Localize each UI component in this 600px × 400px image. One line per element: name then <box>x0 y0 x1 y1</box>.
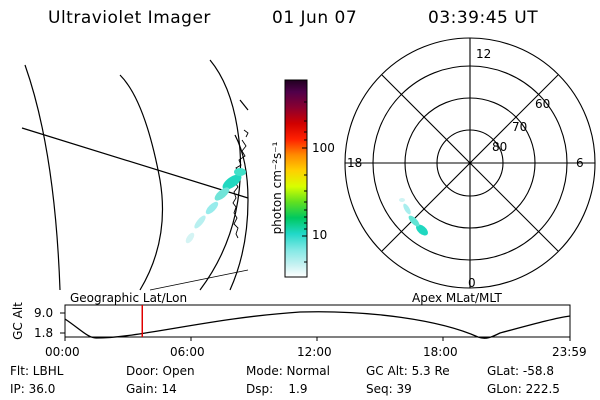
info-filter: Flt: LBHL <box>10 364 64 378</box>
lat-label-60: 60 <box>535 97 551 111</box>
observation-time: 03:39:45 UT <box>428 8 539 28</box>
geo-arc-2 <box>119 74 164 291</box>
observation-date: 01 Jun 07 <box>272 8 358 28</box>
lat-label-80: 80 <box>492 140 508 154</box>
lat-label-70: 70 <box>512 120 528 134</box>
timeline-x-tick-1200: 12:00 <box>297 345 332 359</box>
info-glon: GLon: 222.5 <box>487 382 560 396</box>
info-glat: GLat: -58.8 <box>487 364 554 378</box>
altitude-curve <box>64 311 571 339</box>
aurora-polar <box>399 198 428 236</box>
timeline-y-ticks <box>60 312 65 334</box>
timeline-x-tick-1800: 18:00 <box>423 345 458 359</box>
geo-arc-1 <box>24 64 61 291</box>
timeline-y-tick-low: 1.8 <box>34 326 54 340</box>
clock-label-12: 12 <box>476 47 492 61</box>
geo-edge-line <box>149 269 249 291</box>
info-gc-alt: GC Alt: 5.3 Re <box>366 364 450 378</box>
timeline-x-ticks <box>64 337 571 341</box>
colorbar-tick-100: 100 <box>312 141 335 155</box>
coastline <box>232 129 249 239</box>
colorbar <box>284 79 308 278</box>
clock-label-6: 6 <box>576 156 584 170</box>
geo-arc-4 <box>239 99 249 111</box>
colorbar-ticks <box>302 101 307 263</box>
info-ip: IP: 36.0 <box>10 382 56 396</box>
geo-arc-3 <box>199 59 242 291</box>
timeline-x-tick-0600: 06:00 <box>170 345 205 359</box>
info-door: Door: Open <box>126 364 195 378</box>
timeline-right-caption: Apex MLat/MLT <box>412 291 502 305</box>
clock-label-18: 18 <box>347 156 363 170</box>
imager-title: Ultraviolet Imager <box>48 8 211 28</box>
timeline-x-tick-2359: 23:59 <box>552 345 587 359</box>
colorbar-tick-10: 10 <box>312 228 328 242</box>
info-dsp: Dsp: 1.9 <box>246 382 308 396</box>
geo-arc-5 <box>229 134 249 291</box>
clock-label-0: 0 <box>468 276 476 290</box>
info-seq: Seq: 39 <box>366 382 412 396</box>
geographic-map <box>21 59 249 291</box>
timeline-y-tick-high: 9.0 <box>34 306 54 320</box>
aurora-geographic <box>185 168 246 244</box>
info-gain: Gain: 14 <box>126 382 177 396</box>
info-mode: Mode: Normal <box>246 364 330 378</box>
timeline-frame <box>64 304 571 338</box>
timeline-x-tick-0000: 00:00 <box>45 345 80 359</box>
geo-meridian-line <box>21 127 249 199</box>
colorbar-unit-label: photon cm⁻²s⁻¹ <box>270 141 284 235</box>
timeline-y-label: GC Alt <box>11 302 25 340</box>
timeline-left-caption: Geographic Lat/Lon <box>70 291 188 305</box>
polar-plot <box>344 37 596 289</box>
